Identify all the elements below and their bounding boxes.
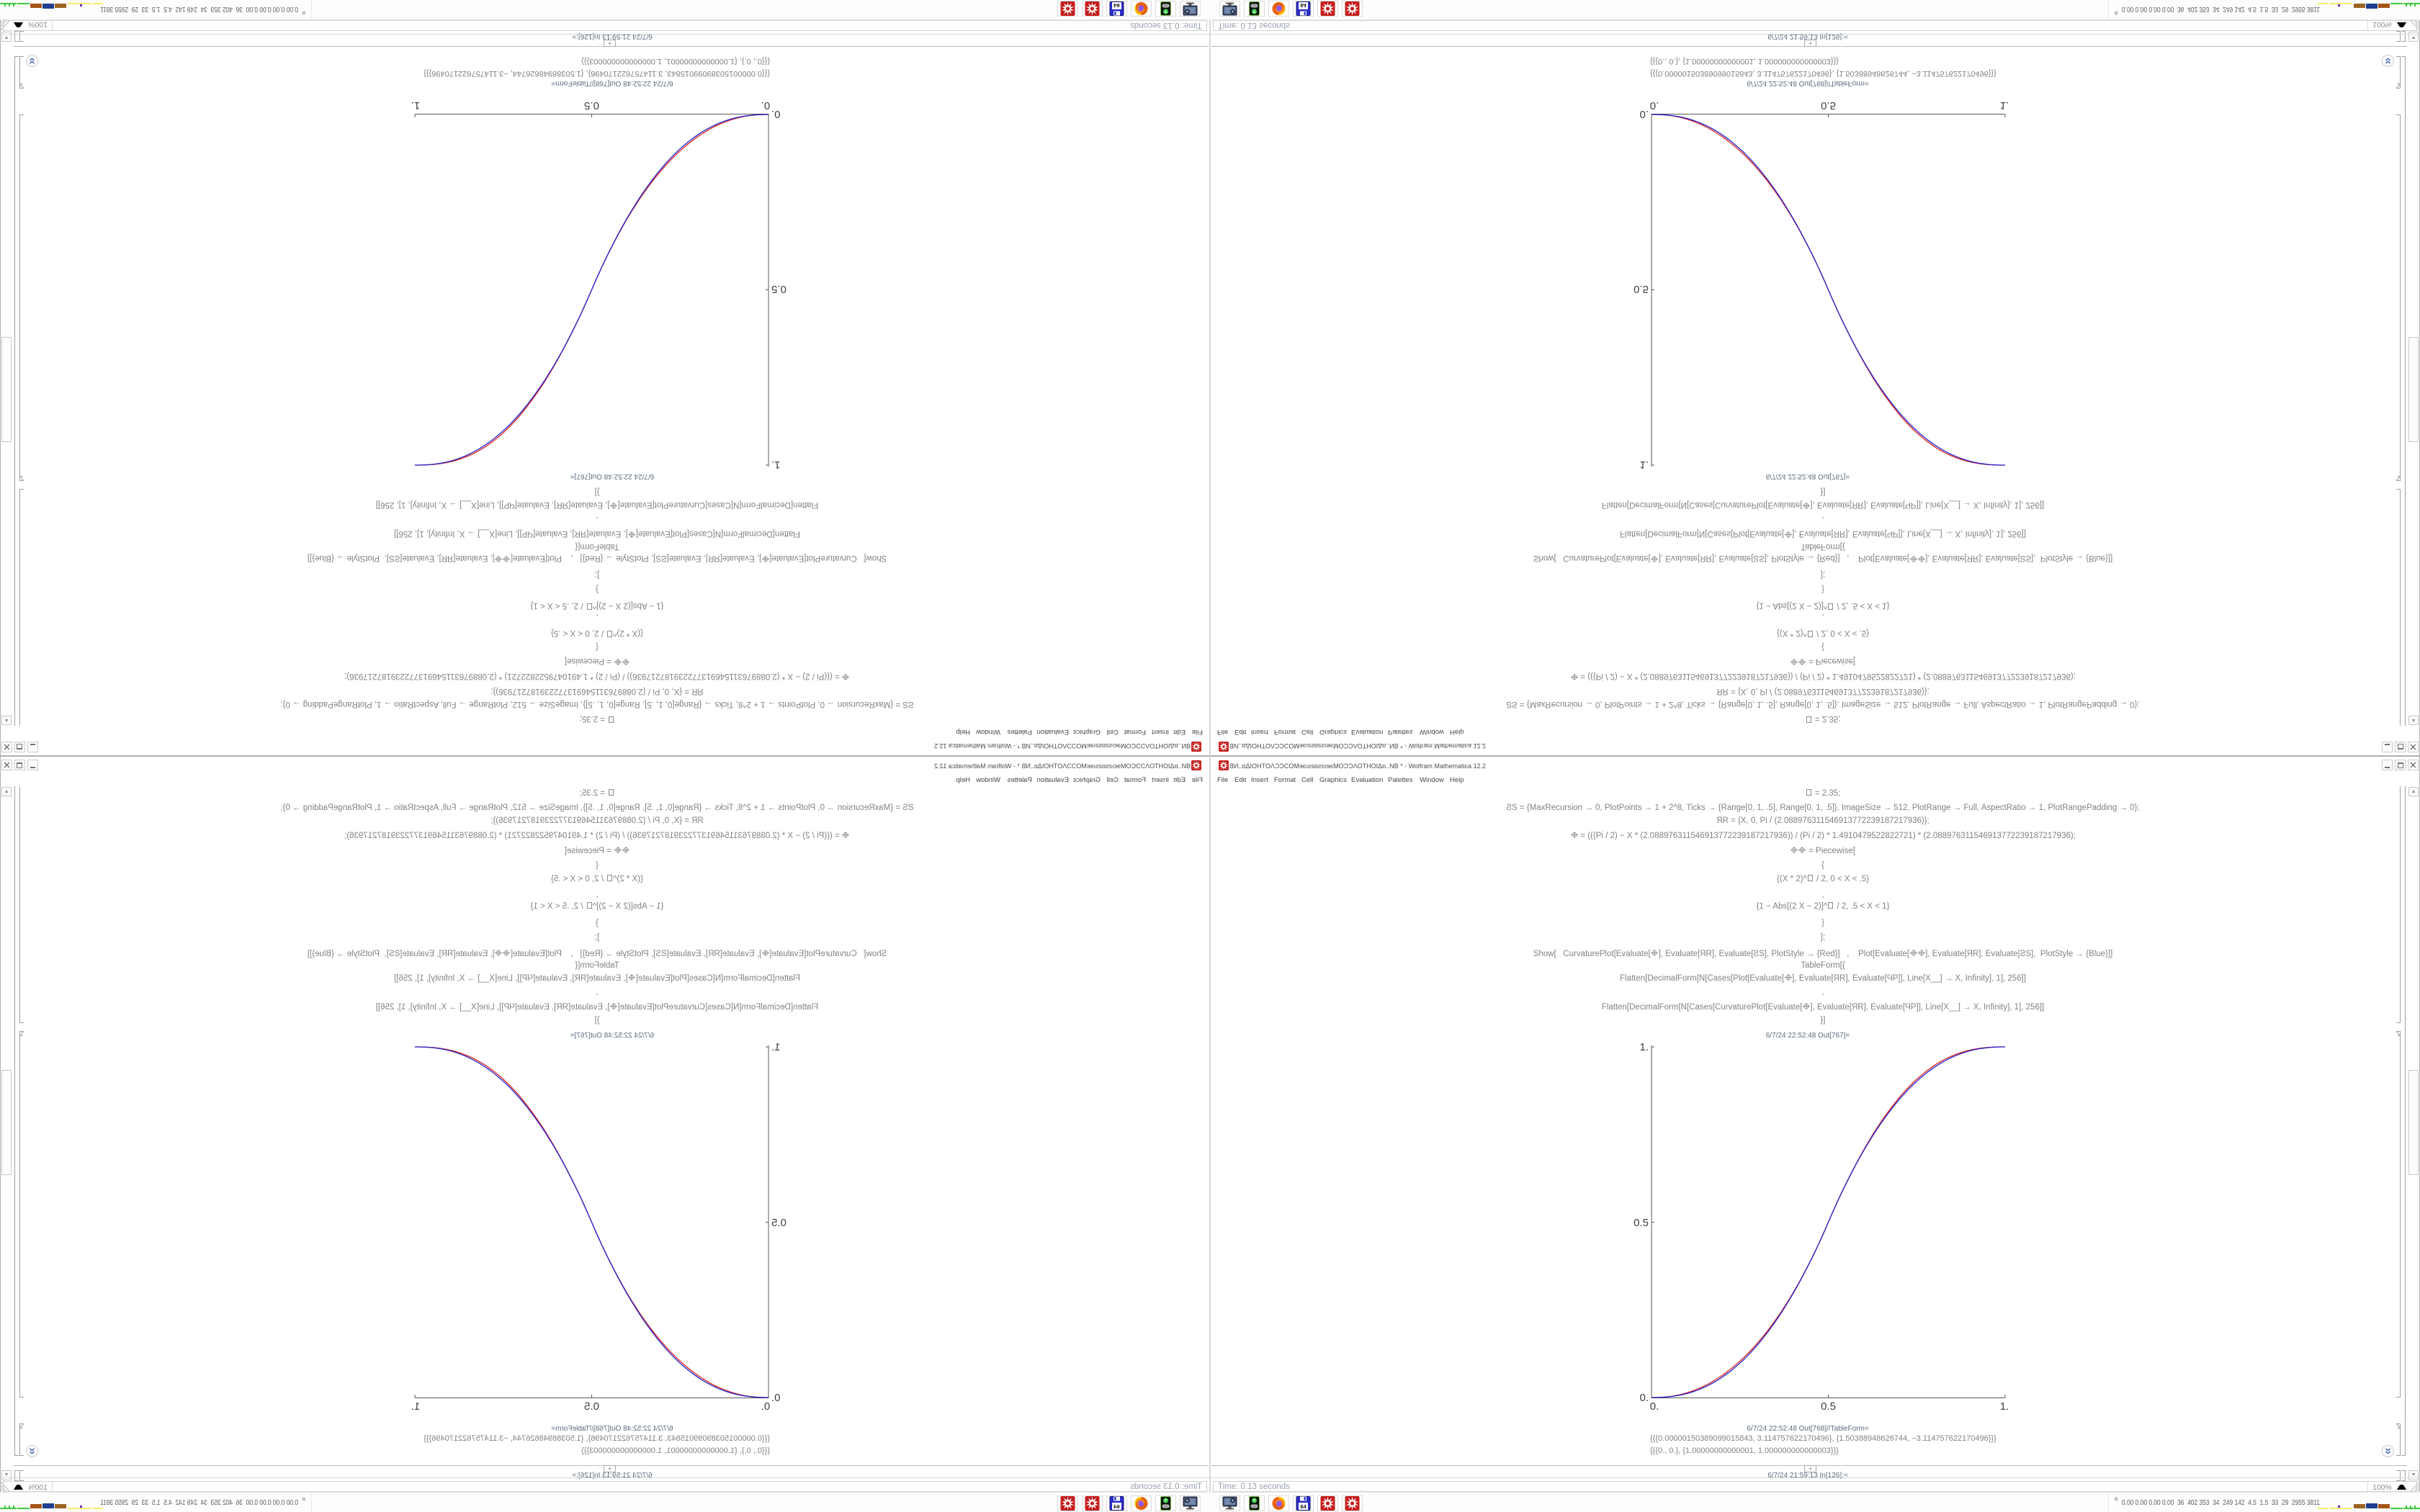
svg-text:64: 64 <box>1300 2 1307 9</box>
svg-text:0.: 0. <box>1639 1392 1649 1404</box>
svg-text:0.5: 0.5 <box>1821 99 1836 112</box>
svg-text:1.: 1. <box>771 1041 781 1053</box>
svg-text:1.: 1. <box>771 459 781 471</box>
svg-text:0.5: 0.5 <box>584 99 599 112</box>
svg-text:0.5: 0.5 <box>1821 1400 1836 1413</box>
svg-text:1.: 1. <box>2000 99 2009 112</box>
svg-text:0.5: 0.5 <box>771 283 786 295</box>
svg-text:0.: 0. <box>1639 108 1649 120</box>
svg-text:1.: 1. <box>1639 1041 1649 1053</box>
svg-text:0.: 0. <box>761 99 771 112</box>
svg-text:0.: 0. <box>1650 99 1659 112</box>
svg-text:1.: 1. <box>1639 459 1649 471</box>
svg-text:1.: 1. <box>2000 1400 2009 1413</box>
svg-text:0.5: 0.5 <box>771 1217 786 1229</box>
svg-text:0.5: 0.5 <box>1634 1217 1649 1229</box>
svg-text:1.: 1. <box>411 99 421 112</box>
svg-text:64: 64 <box>1300 1503 1307 1510</box>
svg-text:1.: 1. <box>411 1400 421 1413</box>
svg-text:64: 64 <box>1113 2 1120 9</box>
svg-text:0.5: 0.5 <box>584 1400 599 1413</box>
svg-text:0.: 0. <box>1650 1400 1659 1413</box>
svg-text:0.: 0. <box>771 1392 781 1404</box>
svg-text:0.: 0. <box>761 1400 771 1413</box>
svg-text:0.5: 0.5 <box>1634 283 1649 295</box>
svg-text:0.: 0. <box>771 108 781 120</box>
svg-text:64: 64 <box>1113 1503 1120 1510</box>
